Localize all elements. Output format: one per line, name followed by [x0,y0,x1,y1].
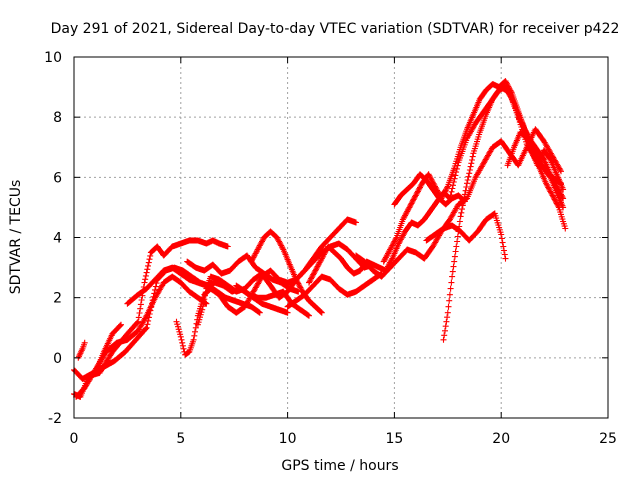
series-sat-l [284,270,385,310]
data-points [71,78,569,400]
data-point-markers [248,228,325,316]
data-point-markers [391,171,468,208]
series-sat-p [391,171,468,208]
data-point-markers [440,84,567,343]
x-axis-label: GPS time / hours [281,458,398,474]
data-point-markers [184,252,302,295]
data-point-markers [515,114,567,193]
x-tick-label: 25 [599,431,617,447]
data-point-markers [353,126,564,280]
series-sat-c [73,273,210,400]
y-tick-label: 6 [53,170,62,186]
y-tick-label: 2 [53,291,62,307]
series-sat-r [423,210,509,262]
chart-title: Day 291 of 2021, Sidereal Day-to-day VTE… [51,21,620,37]
y-tick-label: 10 [44,50,62,66]
data-point-markers [284,270,385,310]
series-sat-t [515,114,567,193]
data-point-markers [233,282,291,316]
series-sat-j [233,282,291,316]
series-sat-q [440,84,567,343]
x-tick-label: 20 [492,431,510,447]
data-point-markers [92,321,124,376]
y-axis-label: SDTVAR / TECUs [8,180,24,295]
grid-lines [74,57,608,418]
series-sat-i [184,252,302,295]
series-sat-k [248,228,325,316]
data-point-markers [73,273,210,400]
y-tick-label: 8 [53,110,62,126]
series-sat-n [353,126,564,280]
axis-ticks: 0 5 10 15 20 25 -2 0 2 4 6 8 10 [44,50,617,447]
x-tick-label: 5 [176,431,185,447]
x-tick-label: 0 [70,431,79,447]
y-tick-label: -2 [48,411,62,427]
data-point-markers [423,210,509,262]
y-tick-label: 4 [53,231,62,247]
x-tick-label: 15 [385,431,403,447]
y-tick-label: 0 [53,351,62,367]
series-sat-e [92,321,124,376]
x-tick-label: 10 [279,431,297,447]
